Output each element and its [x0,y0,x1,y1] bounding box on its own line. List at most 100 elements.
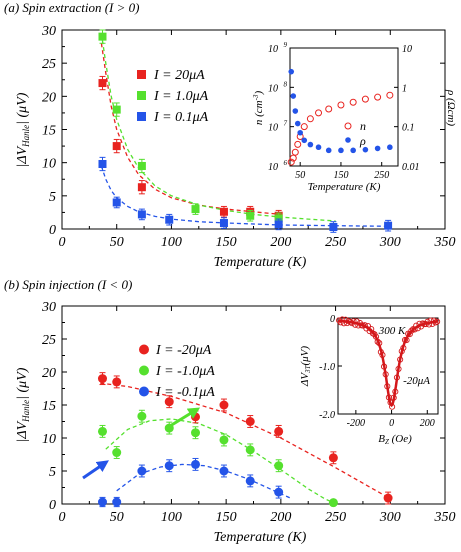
inset-b-y-axis-label: ΔV3T(μV) [299,346,312,387]
inset-left-tick-label: 10 [268,162,278,173]
inset-b-x-label-sub: Z [385,438,389,446]
inset-left-tick-label: 10 [268,44,278,55]
x-tick-label: 250 [325,510,346,525]
legend-label: I = -0.1μA [155,385,215,400]
x-tick-label: 50 [110,510,124,525]
inset-a-x-ticks: 50 150 250 [295,162,389,181]
x-tick-label: 0 [59,510,66,525]
panel-a-inset: 10 9 10 8 10 7 10 6 10 1 0.1 0.01 50 150 250 Tempera… [252,41,457,193]
x-tick-label: 100 [161,235,182,250]
y-axis-label-unit: | (μV) [15,367,30,400]
y-tick-label: 30 [41,24,56,39]
y-tick-label: 5 [49,465,56,480]
inset-right-tick-label: 10 [402,44,412,55]
inset-b-data-point [411,326,418,333]
y-tick-label: 10 [42,432,56,447]
inset-left-tick-label: 10 [268,123,278,134]
inset-b-frame [337,317,439,415]
inset-rho-point [294,120,301,127]
data-point [165,215,174,224]
data-point [98,32,107,41]
y-tick-label: 25 [42,57,56,72]
data-point [246,211,255,220]
inset-b-data-point [382,371,389,378]
inset-b-temperature-annotation: 300 K [378,325,406,337]
inset-b-data-point [374,338,381,345]
inset-b-data-point [395,365,402,372]
inset-b-x-tick-label: 200 [420,418,435,429]
inset-a-left-label-sup: -3 [252,94,260,100]
data-point [245,445,255,455]
data-point [219,207,228,216]
x-tick-label: 50 [110,235,124,250]
svg-text:ρ (Ωcm): ρ (Ωcm) [445,89,457,126]
legend-marker [139,386,149,397]
inset-b-data-point [397,356,404,363]
svg-text:ΔV3T(μV): ΔV3T(μV) [299,346,312,387]
data-point [98,79,107,88]
inset-b-data-point [384,383,391,390]
inset-n-point [337,101,345,109]
legend-marker [137,91,146,100]
data-point [191,205,200,214]
inset-b-data-point [361,322,368,329]
panel-b-x-ticks: 0 50 100 150 200 250 300 350 [59,306,456,525]
x-tick-label: 200 [270,510,291,525]
panel-a-legend: I = 20μA I = 1.0μA I = 0.1μA [137,68,209,125]
inset-b-y-tick-label: -2.0 [319,410,335,421]
inset-b-data-point [340,320,347,327]
x-tick-label: 200 [270,235,291,250]
panel-a-x-ticks: 0 50 100 150 200 250 300 350 [59,30,456,250]
inset-left-tick-label: 10 [268,83,278,94]
data-point [137,161,146,170]
data-point [97,497,107,507]
data-point [328,498,338,508]
inset-b-data-point [403,337,410,344]
inset-rho-point [297,129,303,136]
inset-b-x-label-unit: (Oe) [389,433,412,445]
inset-n-point [291,148,299,156]
inset-rho-point [387,144,393,151]
inset-b-y-label-sub: 3T [304,364,312,374]
inset-rho-point [290,93,297,99]
data-point [219,400,229,410]
inset-n-point [306,115,314,123]
inset-b-y-label-unit: (μV) [299,346,311,366]
inset-b-data-point [390,394,397,401]
panel-a-title: (a) Spin extraction (I > 0) [4,0,139,15]
inset-a-left-ticks: 10 9 10 8 10 7 10 6 [268,41,294,173]
legend-marker [137,70,146,79]
inset-right-tick-label: 1 [402,83,407,94]
data-point [274,214,283,223]
inset-b-data-point [377,348,384,356]
inset-rho-point [338,147,344,154]
legend-label: I = -20μA [155,343,212,358]
inset-b-ticks: -200 0 200 0 -1.0 -2.0 [319,314,435,429]
inset-b-data-point [376,340,383,347]
inset-n-point [349,98,357,106]
inset-right-tick-label: 0.01 [402,162,420,173]
data-point [245,476,255,486]
inset-a-frame [289,47,399,167]
inset-a-left-label-close: ) [253,91,265,96]
inset-rho-point [301,137,308,144]
inset-left-tick-exponent: 7 [284,120,288,128]
inset-rho-point [325,147,332,154]
inset-b-data-point [400,344,407,351]
inset-b-data-point [434,318,441,325]
inset-x-tick-label: 250 [374,170,389,181]
inset-b-data-point [389,403,396,410]
inset-b-data [336,316,441,410]
x-tick-label: 150 [216,510,237,525]
inset-b-y-tick-label: -1.0 [319,362,335,373]
data-point [98,159,107,168]
data-point [274,487,284,497]
inset-n-point [289,154,297,162]
inset-b-data-point [429,320,436,328]
data-point [112,377,122,387]
inset-n-point [294,140,302,148]
data-point [219,435,229,445]
inset-b-data-point [393,374,400,381]
legend-label: I = -1.0μA [155,364,215,379]
